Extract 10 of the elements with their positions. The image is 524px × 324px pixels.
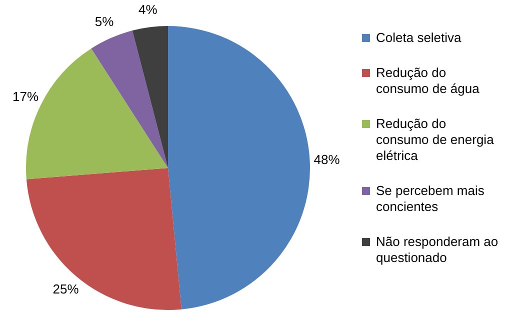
legend-label: Não responderam ao questionado [376, 234, 500, 266]
legend-label: Coleta seletiva [376, 30, 462, 46]
data-label: 5% [94, 14, 114, 29]
data-label: 25% [52, 281, 80, 296]
data-label: 48% [314, 152, 340, 168]
data-label: 17% [12, 88, 39, 104]
legend-label: Redução do consumo de energia elétrica [376, 116, 495, 164]
legend-label: Se percebem mais concientes [376, 183, 486, 215]
legend-label: Redução do consumo de água [376, 65, 480, 97]
data-label: 4% [138, 2, 158, 17]
